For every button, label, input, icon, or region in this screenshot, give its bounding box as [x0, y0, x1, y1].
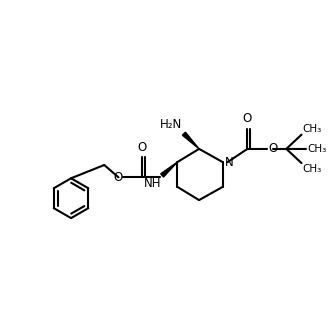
- Text: CH₃: CH₃: [303, 164, 322, 174]
- Text: H₂N: H₂N: [160, 118, 182, 131]
- Text: O: O: [138, 141, 147, 154]
- Text: NH: NH: [144, 177, 161, 190]
- Polygon shape: [182, 132, 199, 149]
- Text: N: N: [225, 156, 233, 169]
- Polygon shape: [161, 162, 177, 177]
- Text: O: O: [243, 112, 252, 125]
- Text: CH₃: CH₃: [303, 124, 322, 134]
- Text: O: O: [268, 142, 278, 155]
- Text: CH₃: CH₃: [307, 144, 326, 154]
- Text: O: O: [113, 171, 122, 184]
